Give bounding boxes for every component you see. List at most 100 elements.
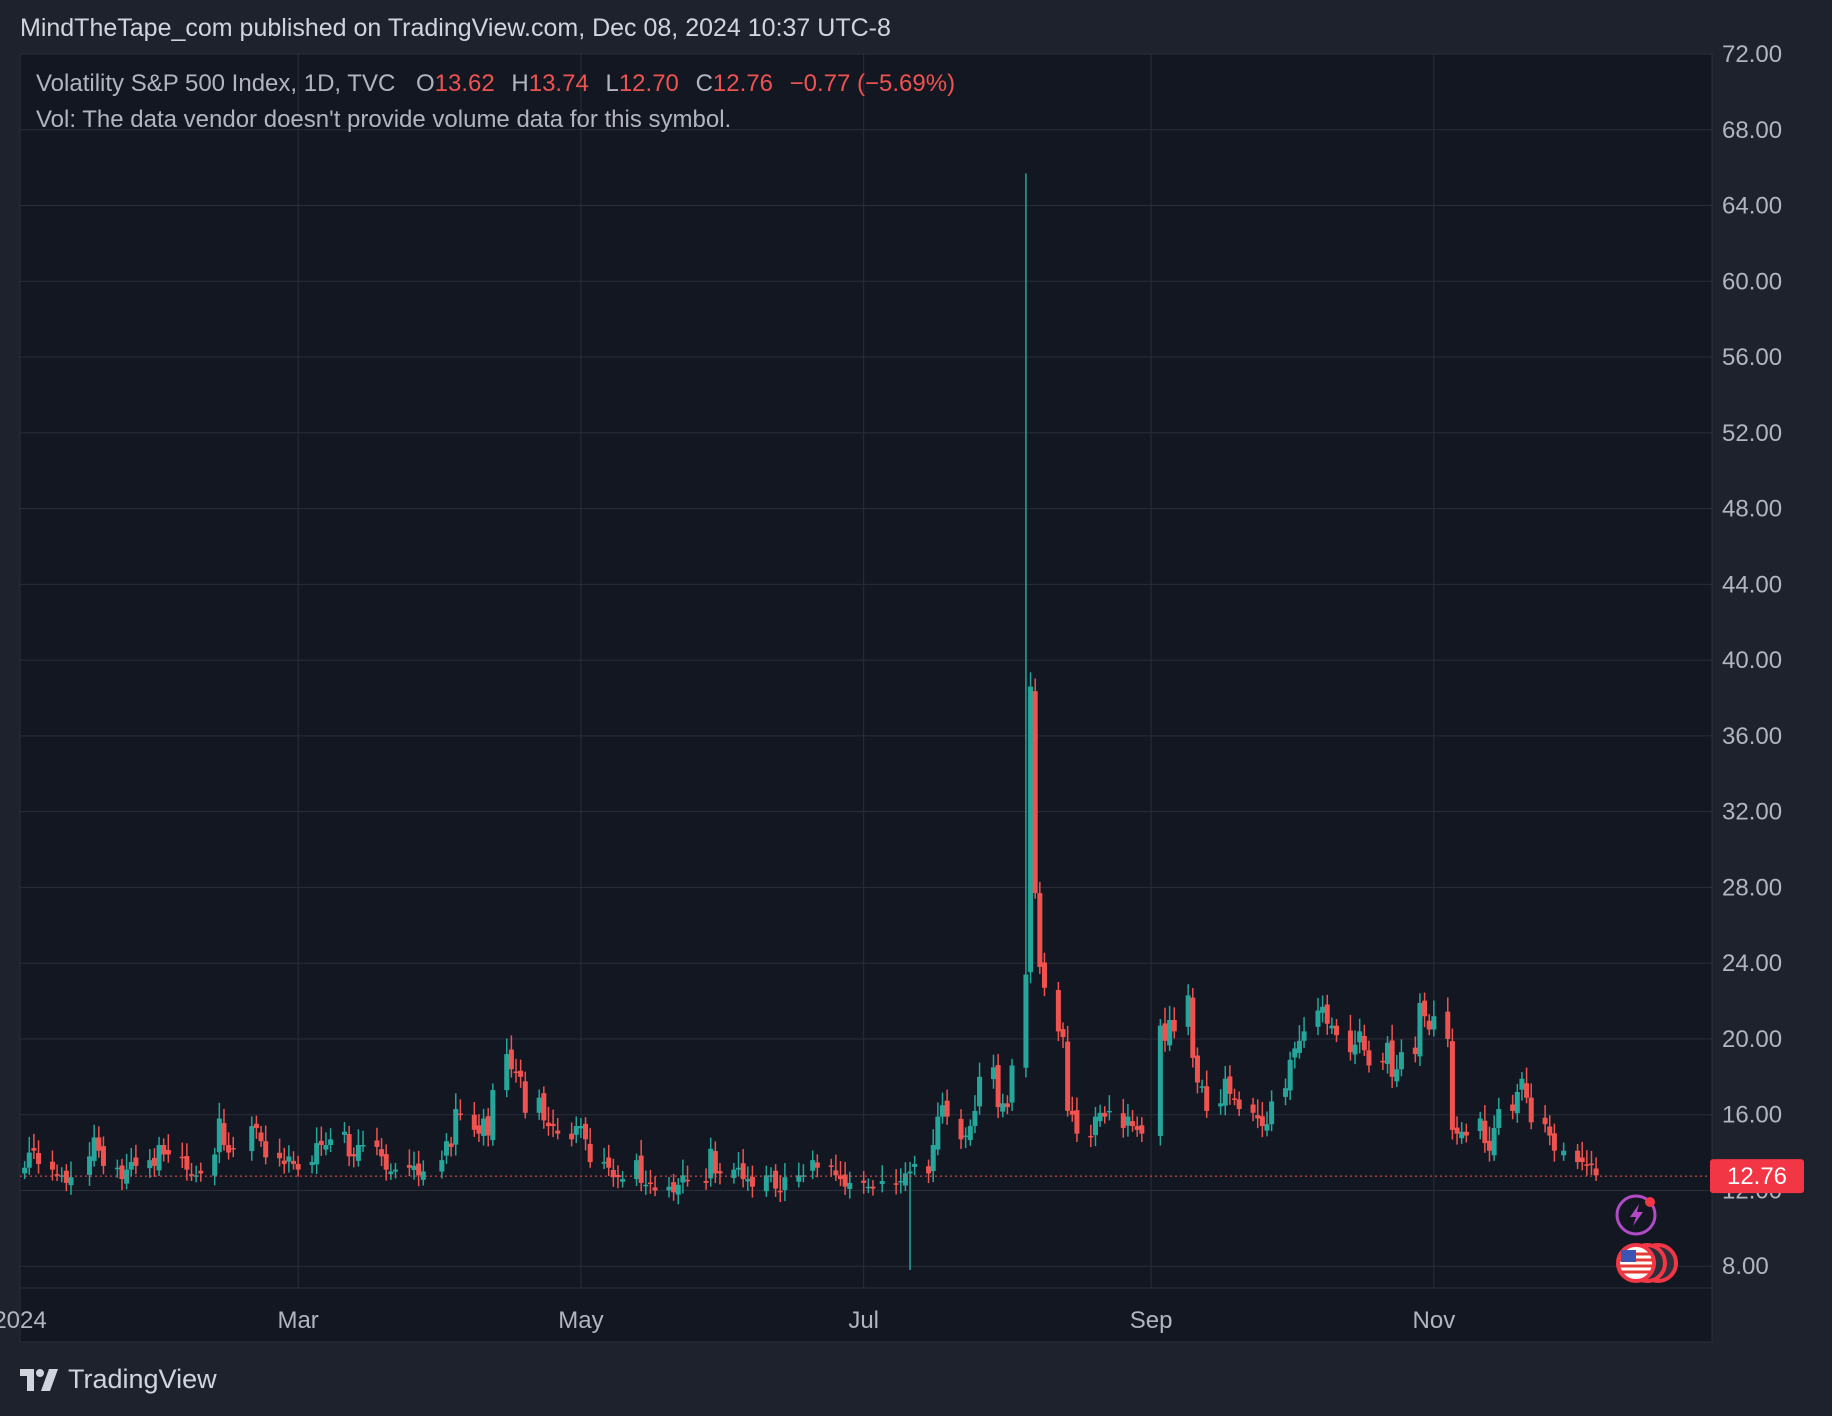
candle-body [1543,1118,1548,1124]
candle-body [741,1163,746,1179]
candle-body [1315,1011,1320,1027]
candle-body [1200,1086,1205,1088]
candle-body [1575,1151,1580,1162]
candle-body [717,1171,722,1173]
candle-body [407,1165,412,1168]
candle-body [648,1183,653,1185]
candle-body [1125,1117,1130,1126]
candle-body [68,1177,73,1185]
candle-body [666,1187,671,1191]
candle-body [1102,1113,1107,1117]
candle-body [1121,1113,1126,1128]
candle-body [449,1143,454,1146]
candle-body [1459,1132,1464,1138]
y-tick-label: 8.00 [1722,1253,1769,1280]
candle-body [1348,1031,1353,1053]
candle-body [1427,1021,1432,1030]
open-label: O [416,70,435,97]
x-tick-label: May [558,1307,603,1334]
candle-body [1561,1151,1566,1156]
candle-body [64,1171,69,1183]
candle-body [1264,1124,1269,1130]
candle-body [323,1145,328,1150]
candle-body [671,1182,676,1192]
candle-body [861,1181,866,1183]
candle-body [588,1144,593,1162]
candle-body [1223,1079,1228,1106]
candle-body [119,1165,124,1179]
candle-body [972,1111,977,1126]
candle-body [643,1185,648,1187]
candle-body [926,1166,931,1173]
candle-body [1033,691,1038,893]
candle-body [1070,1111,1075,1115]
candle-body [523,1081,528,1112]
candle-body [189,1174,194,1176]
y-tick-label: 68.00 [1722,117,1782,144]
tradingview-logo-icon [20,1369,60,1391]
candle-body [1158,1026,1163,1136]
candle-body [1088,1136,1093,1138]
candle-body [578,1126,583,1128]
volume-note: Vol: The data vendor doesn't provide vol… [36,106,955,134]
candle-body [101,1146,106,1166]
candle-body [486,1116,491,1135]
candle-body [935,1117,940,1150]
candle-body [310,1162,315,1165]
candle-body [583,1124,588,1140]
candle-body [129,1162,134,1170]
candle-body [133,1158,138,1166]
candle-body [1065,1042,1070,1111]
candle-body [551,1124,556,1126]
candle-body [453,1109,458,1145]
price-axis[interactable]: 72.00 68.00 64.00 60.00 56.00 52.00 48.00 44.00… [1722,41,1782,1280]
candle-body [908,1172,913,1174]
candle-body [991,1067,996,1079]
candle-body [1302,1031,1307,1040]
symbol-legend[interactable]: Volatility S&P 500 Index, 1D, TVC O13.62… [36,70,955,134]
candle-body [620,1179,625,1182]
candle-body [996,1065,1001,1107]
candle-body [1135,1126,1140,1130]
candle-body [1325,1004,1330,1023]
candle-body [1269,1101,1274,1124]
candle-body [870,1187,875,1189]
tradingview-logo[interactable]: TradingView [20,1364,217,1395]
candle-body [226,1145,231,1153]
close-value: 12.76 [713,70,773,97]
candle-body [514,1072,519,1074]
candle-body [1450,1041,1455,1130]
candle-body [866,1187,871,1189]
candle-body [282,1161,287,1164]
candle-body [1288,1060,1293,1091]
candle-body [1482,1121,1487,1143]
candle-body [124,1170,129,1184]
candle-body [1455,1128,1460,1134]
candle-body [1292,1048,1297,1057]
candle-body [1584,1164,1589,1166]
candle-body [1431,1016,1436,1029]
candle-body [1162,1023,1167,1040]
candle-body [166,1150,171,1155]
candle-body [1093,1117,1098,1136]
candle-body [286,1156,291,1161]
candle-body [810,1160,815,1171]
symbol-name[interactable]: Volatility S&P 500 Index, 1D, TVC [36,70,395,97]
y-tick-label: 48.00 [1722,496,1782,523]
candle-body [1130,1121,1135,1126]
y-tick-label: 52.00 [1722,420,1782,447]
candle-body [458,1114,463,1116]
us-flag-icon[interactable] [1618,1245,1676,1281]
candle-body [96,1137,101,1150]
candle-body [968,1126,973,1140]
candle-body [815,1162,820,1167]
candle-body [1496,1109,1501,1128]
candle-body [1385,1043,1390,1064]
candle-body [782,1177,787,1190]
candle-body [602,1162,607,1164]
candle-body [509,1050,514,1070]
candle-body [1000,1103,1005,1111]
candle-body [546,1123,551,1126]
candle-body [1251,1104,1256,1112]
